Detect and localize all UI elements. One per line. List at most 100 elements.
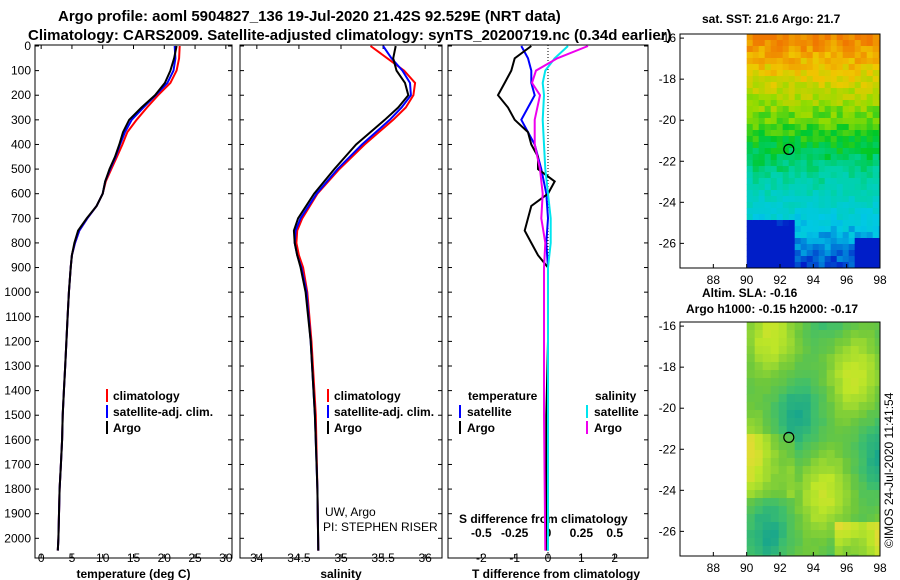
map-cell bbox=[842, 514, 851, 523]
map-cell bbox=[754, 554, 763, 557]
map-cell bbox=[818, 530, 827, 539]
map-cell bbox=[758, 220, 765, 227]
map-cell bbox=[824, 82, 831, 89]
map-cell bbox=[830, 262, 837, 269]
map-cell bbox=[754, 474, 763, 483]
map-cell bbox=[800, 244, 807, 251]
imos-watermark: ©IMOS 24-Jul-2020 11:41:54 bbox=[882, 392, 896, 548]
map-cell bbox=[812, 208, 819, 215]
map-cell bbox=[758, 238, 765, 245]
map-cell bbox=[802, 490, 811, 499]
map-cell bbox=[788, 46, 795, 53]
map-cell bbox=[830, 70, 837, 77]
x-tick-label: 98 bbox=[873, 273, 887, 287]
map-cell bbox=[786, 482, 795, 491]
y-tick-label: -26 bbox=[659, 236, 677, 250]
map-cell bbox=[746, 514, 755, 523]
map-cell bbox=[818, 378, 827, 387]
map-cell bbox=[746, 130, 753, 137]
map-cell bbox=[788, 52, 795, 59]
map-cell bbox=[770, 530, 779, 539]
map-cell bbox=[746, 238, 753, 245]
s-axis-label: S difference from climatology bbox=[459, 512, 628, 526]
series-s-satellite bbox=[541, 45, 569, 551]
map-cell bbox=[782, 40, 789, 47]
map-cell bbox=[762, 386, 771, 395]
map-cell bbox=[824, 58, 831, 65]
map-cell bbox=[860, 226, 867, 233]
map-cell bbox=[810, 434, 819, 443]
map-cell bbox=[866, 118, 873, 125]
map-cell bbox=[746, 70, 753, 77]
y-tick-label: -16 bbox=[659, 31, 677, 45]
map-cell bbox=[866, 40, 873, 47]
map-cell bbox=[746, 346, 755, 355]
map-cell bbox=[794, 434, 803, 443]
map-cell bbox=[764, 124, 771, 131]
map-cell bbox=[788, 208, 795, 215]
map-cell bbox=[842, 482, 851, 491]
legend-satellite: satellite-adj. clim. bbox=[334, 405, 434, 419]
map-cell bbox=[826, 546, 835, 555]
map-cell bbox=[826, 482, 835, 491]
map-cell bbox=[810, 426, 819, 435]
map-cell bbox=[770, 256, 777, 263]
map-cell bbox=[866, 546, 875, 555]
map-cell bbox=[834, 522, 843, 531]
map-cell bbox=[762, 354, 771, 363]
map-cell bbox=[824, 190, 831, 197]
map-cell bbox=[812, 82, 819, 89]
map-cell bbox=[858, 514, 867, 523]
map-cell bbox=[842, 330, 851, 339]
map-cell bbox=[848, 118, 855, 125]
map-cell bbox=[782, 76, 789, 83]
map-cell bbox=[752, 148, 759, 155]
x-tick-label: 34.5 bbox=[287, 551, 311, 565]
map-cell bbox=[810, 410, 819, 419]
map-cell bbox=[770, 34, 777, 41]
map-cell bbox=[830, 184, 837, 191]
map-cell bbox=[830, 100, 837, 107]
map-cell bbox=[778, 354, 787, 363]
map-cell bbox=[810, 546, 819, 555]
map-cell bbox=[842, 522, 851, 531]
map-cell bbox=[754, 370, 763, 379]
map-cell bbox=[770, 214, 777, 221]
map-cell bbox=[824, 46, 831, 53]
map-cell bbox=[812, 220, 819, 227]
map-cell bbox=[802, 546, 811, 555]
map-cell bbox=[842, 490, 851, 499]
map-cell bbox=[794, 82, 801, 89]
map-cell bbox=[866, 346, 875, 355]
map-cell bbox=[754, 442, 763, 451]
map-cell bbox=[826, 434, 835, 443]
map-cell bbox=[824, 160, 831, 167]
map-cell bbox=[836, 124, 843, 131]
map-cell bbox=[860, 244, 867, 251]
map-cell bbox=[830, 244, 837, 251]
map-cell bbox=[786, 386, 795, 395]
map-cell bbox=[764, 106, 771, 113]
map-cell bbox=[850, 554, 859, 557]
map-cell bbox=[812, 76, 819, 83]
map-cell bbox=[824, 118, 831, 125]
map-cell bbox=[810, 466, 819, 475]
map-cell bbox=[836, 88, 843, 95]
map-cell bbox=[802, 386, 811, 395]
map-cell bbox=[788, 178, 795, 185]
map-cell bbox=[810, 490, 819, 499]
map-cell bbox=[782, 148, 789, 155]
map-cell bbox=[802, 322, 811, 331]
map-cell bbox=[824, 262, 831, 269]
map-cell bbox=[842, 458, 851, 467]
map-cell bbox=[854, 196, 861, 203]
map-cell bbox=[824, 100, 831, 107]
map-cell bbox=[858, 338, 867, 347]
map-cell bbox=[746, 100, 753, 107]
map-cell bbox=[770, 426, 779, 435]
x-tick-label: 34 bbox=[250, 551, 264, 565]
map-cell bbox=[746, 208, 753, 215]
map-cell bbox=[830, 52, 837, 59]
map-cell bbox=[848, 190, 855, 197]
